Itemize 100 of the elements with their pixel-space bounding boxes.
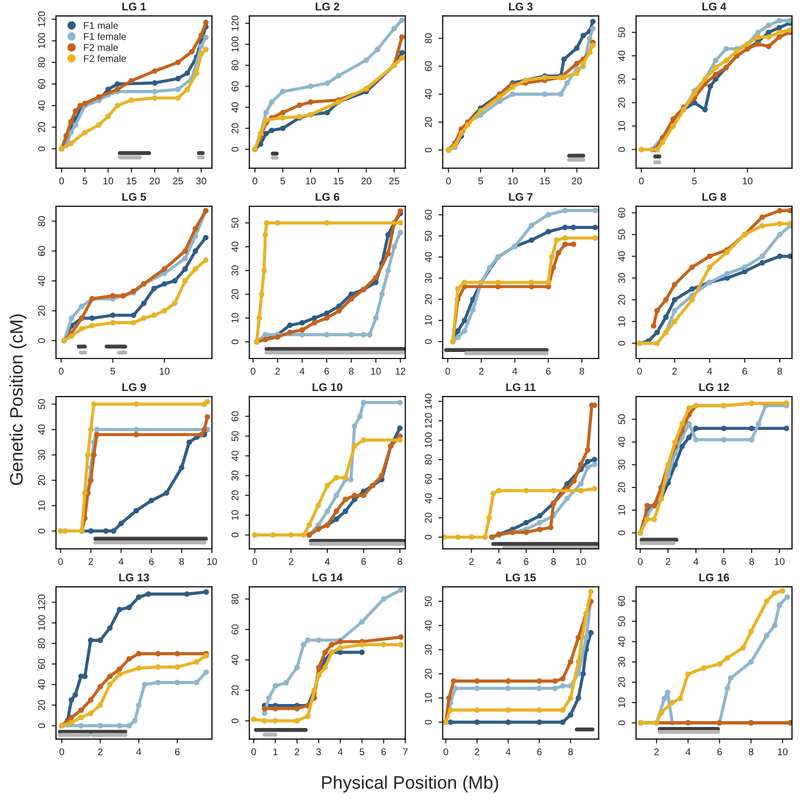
y-tick-label: 20	[232, 685, 238, 696]
x-tick-label: 10	[576, 558, 586, 565]
y-tick-label: 100	[232, 36, 238, 52]
y-tick-label: 60	[618, 596, 626, 606]
x-tick-label: 10	[371, 368, 381, 375]
y-tick-label: 0	[38, 146, 46, 152]
y-tick-label: 40	[424, 620, 432, 631]
y-tick-label: 20	[38, 475, 46, 486]
y-tick-label: 0	[38, 723, 46, 728]
x-tick-label: 6	[324, 368, 329, 375]
y-tick-label: 40	[38, 100, 46, 111]
y-tick-label: 20	[424, 117, 432, 128]
y-tick-label: 0	[618, 147, 626, 152]
chart-title: LG 15	[506, 574, 536, 582]
y-tick-label: 40	[38, 680, 46, 690]
x-tick-label: 0	[637, 368, 642, 375]
x-tick-label: 8	[748, 748, 754, 756]
x-tick-label: 2	[672, 368, 677, 375]
y-tick-label: 80	[424, 454, 432, 465]
x-tick-label: 4	[324, 558, 330, 565]
x-tick-label: 10	[774, 558, 784, 565]
y-tick-label: 0	[618, 530, 626, 536]
y-tick-label: 30	[424, 644, 432, 655]
x-tick-label: 2	[479, 368, 484, 375]
y-tick-label: 60	[232, 624, 238, 634]
y-tick-label: 80	[424, 33, 432, 44]
y-tick-label: 10	[38, 500, 46, 510]
y-tick-label: 10	[618, 316, 626, 326]
y-tick-label: 30	[618, 273, 626, 284]
y-tick-label: 10	[232, 510, 238, 520]
x-tick-label: 8	[551, 558, 556, 565]
y-tick-label: 30	[232, 265, 238, 276]
x-tick-label: 5	[280, 178, 286, 184]
x-tick-label: 30	[196, 177, 206, 184]
x-tick-label: 25	[389, 177, 400, 184]
y-tick-label: 30	[618, 656, 626, 667]
x-tick-label: 5	[110, 368, 116, 375]
x-tick-label: 10	[207, 558, 217, 565]
x-tick-label: 8	[749, 558, 754, 565]
x-tick-label: 2	[469, 558, 474, 565]
x-tick-label: 8	[179, 558, 184, 565]
x-tick-label: 0	[252, 177, 258, 184]
y-tick-label: 20	[232, 490, 238, 500]
y-tick-label: 10	[424, 692, 432, 703]
y-tick-label: 0	[38, 528, 46, 534]
x-tick-label: 25	[173, 177, 183, 184]
x-tick-label: 8	[777, 368, 782, 375]
chart-title: LG 11	[506, 383, 536, 392]
x-tick-label: 6	[546, 368, 551, 375]
y-tick-label: 120	[232, 16, 238, 31]
y-axis-title: Genetic Position (cM)	[10, 314, 26, 485]
y-tick-label: 0	[232, 532, 238, 538]
chart-title: LG 5	[122, 192, 146, 201]
y-tick-label: 50	[38, 399, 46, 410]
y-tick-label: 0	[424, 720, 432, 724]
x-tick-label: 1	[273, 748, 278, 756]
chart-title: LG 2	[316, 2, 340, 11]
y-tick-label: 120	[38, 11, 46, 27]
x-tick-label: 0	[446, 177, 451, 184]
y-tick-label: 40	[232, 102, 238, 112]
x-tick-label: 15	[126, 178, 136, 184]
y-tick-label: 140	[424, 394, 432, 409]
x-tick-label: 4	[506, 748, 511, 756]
x-tick-label: 2	[294, 748, 300, 756]
x-tick-label: 20	[150, 177, 160, 184]
x-tick-label: 2	[474, 748, 480, 756]
x-tick-label: 0	[251, 748, 256, 756]
y-tick-label: 40	[424, 252, 432, 262]
y-tick-label: 60	[424, 61, 432, 72]
chart-title: LG 10	[312, 383, 342, 392]
x-tick-label: 5	[82, 178, 88, 184]
y-tick-label: 80	[232, 60, 238, 70]
y-tick-label: 30	[618, 74, 626, 84]
x-axis-title: Physical Position (Mb)	[322, 776, 498, 792]
x-tick-label: 0	[444, 748, 448, 756]
y-tick-label: 0	[232, 340, 238, 344]
y-tick-label: 40	[232, 450, 238, 462]
y-tick-label: 50	[618, 27, 626, 38]
chart-title: LG 9	[122, 383, 146, 392]
x-tick-label: 5	[478, 178, 483, 184]
x-tick-label: 2	[666, 558, 670, 565]
y-tick-label: 50	[232, 431, 238, 442]
y-tick-label: 40	[618, 50, 626, 61]
legend-label: F1 male	[84, 22, 118, 29]
y-tick-label: 50	[618, 616, 626, 626]
x-tick-label: 4	[512, 368, 518, 375]
y-tick-label: 60	[424, 474, 432, 484]
x-tick-label: 2	[88, 558, 94, 565]
x-tick-label: 8	[348, 368, 354, 375]
y-tick-label: 80	[38, 57, 46, 68]
y-tick-label: 60	[232, 81, 238, 92]
y-tick-label: 60	[38, 246, 46, 256]
y-tick-label: 60	[38, 78, 46, 89]
x-tick-label: 20	[361, 177, 372, 184]
y-tick-label: 0	[618, 340, 626, 346]
x-tick-label: 4	[118, 558, 124, 565]
x-tick-label: 10	[508, 177, 518, 184]
y-tick-label: 100	[424, 432, 432, 448]
y-tick-label: 20	[424, 294, 432, 304]
x-tick-label: 6	[742, 368, 747, 375]
